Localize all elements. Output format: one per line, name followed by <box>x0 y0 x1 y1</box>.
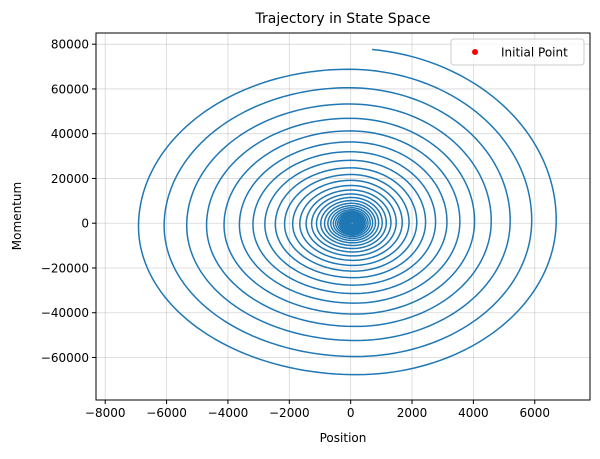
trajectory-line <box>137 48 557 376</box>
x-tick-label: −8000 <box>85 406 126 420</box>
chart-title: Trajectory in State Space <box>255 11 431 27</box>
y-axis-label: Momentum <box>10 182 24 250</box>
x-axis-label: Position <box>320 431 367 445</box>
x-tick-label: 4000 <box>458 406 489 420</box>
ticks-layer: −8000 −6000 −4000 −2000 0 2000 4000 6000−60000−… <box>41 38 550 420</box>
legend-marker-initial-point <box>472 49 478 55</box>
x-tick-label: 2000 <box>397 406 428 420</box>
x-tick-label: 0 <box>347 406 355 420</box>
y-tick-label: −40000 <box>41 306 89 320</box>
plot-layer <box>137 48 557 376</box>
legend-label-initial-point: Initial Point <box>501 46 568 60</box>
y-tick-label: 60000 <box>51 82 89 96</box>
axes-frame <box>95 32 591 401</box>
x-tick-label: −6000 <box>146 406 187 420</box>
x-tick-label: 6000 <box>519 406 550 420</box>
y-tick-label: 40000 <box>51 127 89 141</box>
y-tick-label: 0 <box>81 217 89 231</box>
y-tick-label: 20000 <box>51 172 89 186</box>
y-tick-label: 80000 <box>51 38 89 52</box>
x-tick-label: −2000 <box>269 406 310 420</box>
y-tick-label: −60000 <box>41 351 89 365</box>
y-tick-label: −20000 <box>41 261 89 275</box>
legend: Initial Point <box>450 38 585 66</box>
legend-box <box>450 38 585 66</box>
x-tick-label: −4000 <box>208 406 249 420</box>
